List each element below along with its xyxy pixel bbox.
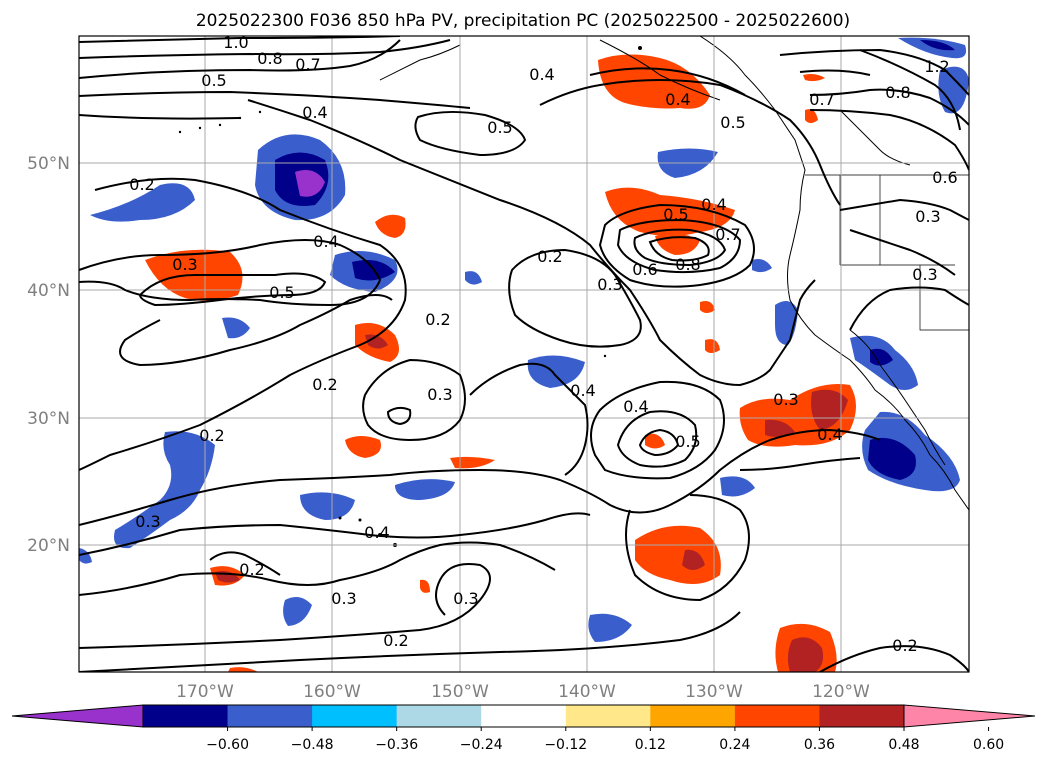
lon-label: 140°W	[558, 682, 616, 702]
contour-label: 0.5	[487, 118, 512, 137]
map-title: 2025022300 F036 850 hPa PV, precipitatio…	[196, 11, 850, 31]
contour-label: 0.4	[529, 65, 554, 84]
longitude-labels: 170°W 160°W 150°W 140°W 130°W 120°W	[176, 682, 870, 702]
contour-label: 0.2	[892, 636, 917, 655]
map-gridlines	[79, 36, 969, 672]
colorbar-tick-label: 0.60	[973, 737, 1004, 753]
contour-label: 0.4	[701, 195, 726, 214]
contour-label: 0.5	[720, 113, 745, 132]
contour-label: 0.4	[364, 523, 389, 542]
lon-label: 160°W	[303, 682, 361, 702]
colorbar-swatch	[227, 705, 313, 727]
contour-label: 0.7	[295, 55, 320, 74]
colorbar-tick-label: −0.60	[206, 737, 249, 753]
contour-label: 0.5	[675, 432, 700, 451]
contour-label: 0.3	[915, 207, 940, 226]
contour-label: 0.4	[570, 381, 595, 400]
precip-positive-areas	[145, 54, 856, 672]
colorbar-swatch	[650, 705, 736, 727]
contour-label: 0.2	[383, 631, 408, 650]
contour-label: 0.3	[912, 265, 937, 284]
colorbar-tick-label: −0.36	[375, 737, 418, 753]
contour-label: 0.3	[597, 275, 622, 294]
colorbar-swatch	[819, 705, 905, 727]
latitude-labels: 50°N 40°N 30°N 20°N	[27, 154, 70, 556]
contour-label: 0.7	[715, 225, 740, 244]
contour-label: 1.2	[924, 57, 949, 76]
contour-label: 0.6	[632, 260, 657, 279]
colorbar-tick-label: −0.48	[291, 737, 334, 753]
contour-label: 0.3	[453, 589, 478, 608]
colorbar-tick-label: 0.36	[804, 737, 835, 753]
lon-label: 150°W	[431, 682, 489, 702]
contour-label: 0.2	[239, 560, 264, 579]
lat-label: 20°N	[27, 536, 70, 556]
precip-negative-areas	[79, 37, 969, 642]
contour-label: 0.3	[172, 255, 197, 274]
contour-label: 0.6	[932, 168, 957, 187]
contour-label: 0.4	[302, 103, 327, 122]
map-frame	[78, 35, 970, 673]
map-panel: 1.0 0.8 0.7 0.5 0.4 0.4 0.5 0.2 0.3 0.4 …	[78, 33, 970, 673]
contour-label: 1.0	[223, 33, 248, 52]
contour-label: 0.3	[773, 390, 798, 409]
contour-label: 0.3	[427, 385, 452, 404]
lat-label: 40°N	[27, 281, 70, 301]
contour-label: 0.3	[331, 589, 356, 608]
colorbar-swatch	[565, 705, 651, 727]
contour-label: 0.3	[135, 512, 160, 531]
contour-label: 0.2	[129, 175, 154, 194]
colorbar: −0.60 −0.48 −0.36 −0.24 −0.12 0.12 0.24 0.36 0.4…	[11, 704, 1036, 753]
precip-shading	[79, 37, 969, 672]
colorbar-swatch	[143, 705, 229, 727]
contour-label: 0.8	[675, 255, 700, 274]
lat-label: 30°N	[27, 409, 70, 429]
colorbar-swatch	[734, 705, 820, 727]
contour-label: 0.2	[199, 426, 224, 445]
colorbar-swatch	[396, 705, 482, 727]
colorbar-tick-label: −0.24	[460, 737, 503, 753]
colorbar-tick-label: 0.12	[635, 737, 666, 753]
contour-label: 0.4	[817, 425, 842, 444]
pv-contours	[79, 36, 969, 672]
coastlines	[379, 36, 969, 511]
contour-label: 0.2	[312, 375, 337, 394]
colorbar-swatch	[481, 705, 567, 727]
colorbar-extension-high	[904, 705, 1035, 727]
contour-label: 0.2	[425, 310, 450, 329]
contour-label: 0.4	[313, 232, 338, 251]
colorbar-extension-low	[12, 705, 143, 727]
contour-label: 0.8	[885, 83, 910, 102]
contour-label: 0.2	[537, 247, 562, 266]
contour-label: 0.4	[623, 397, 648, 416]
contour-label: 0.5	[269, 283, 294, 302]
lon-label: 120°W	[812, 682, 870, 702]
colorbar-tick-label: −0.12	[544, 737, 587, 753]
lon-label: 170°W	[176, 682, 234, 702]
lat-label: 50°N	[27, 154, 70, 174]
colorbar-tick-label: 0.48	[888, 737, 919, 753]
contour-label: 0.7	[809, 90, 834, 109]
lon-label: 130°W	[685, 682, 743, 702]
colorbar-swatch	[312, 705, 398, 727]
contour-label: 0.5	[663, 205, 688, 224]
contour-label: 0.4	[665, 90, 690, 109]
contour-label: 0.8	[257, 49, 282, 68]
contour-labels: 1.0 0.8 0.7 0.5 0.4 0.4 0.5 0.2 0.3 0.4 …	[129, 33, 957, 655]
contour-label: 0.5	[201, 71, 226, 90]
colorbar-tick-label: 0.24	[719, 737, 750, 753]
